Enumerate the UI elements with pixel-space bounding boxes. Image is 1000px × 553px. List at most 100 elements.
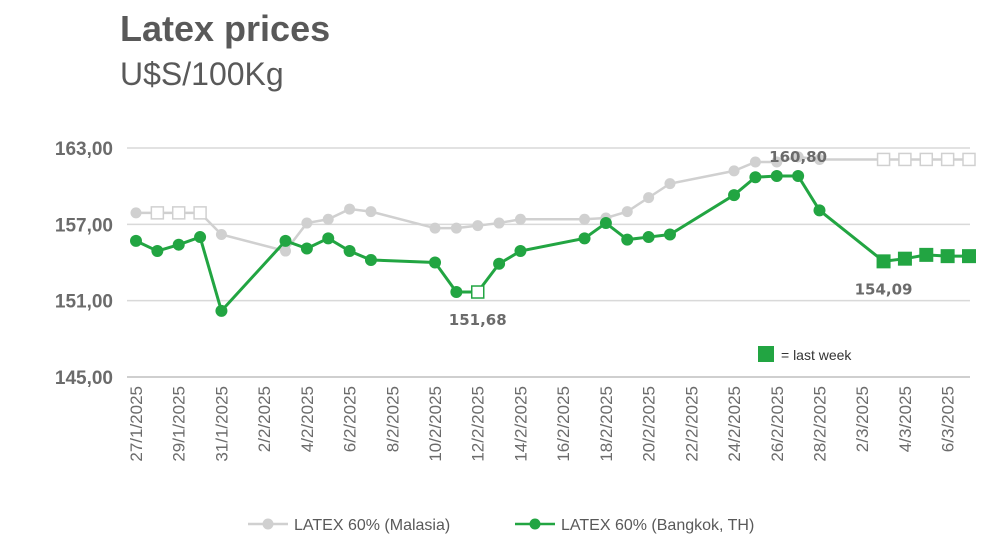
last-week-swatch: [758, 346, 774, 362]
bangkok-point: [642, 231, 655, 244]
legend-marker-bangkok: [529, 518, 541, 530]
bangkok-point: [364, 253, 377, 266]
bangkok-point: [493, 257, 506, 270]
malaysia-point: [365, 206, 377, 218]
legend: LATEX 60% (Malasia) LATEX 60% (Bangkok, T…: [248, 517, 754, 534]
x-tick-label: 2/3/2025: [853, 386, 872, 452]
y-tick-label: 151,00: [55, 292, 113, 313]
legend-marker-malaysia: [262, 518, 274, 530]
malaysia-point: [450, 222, 462, 234]
bangkok-point: [343, 245, 356, 258]
x-tick-label: 26/2/2025: [768, 386, 787, 462]
series-lines: [135, 155, 969, 314]
malaysia-point: [962, 152, 976, 167]
series-markers: [130, 151, 976, 317]
x-tick-label: 2/2/2025: [255, 386, 274, 452]
bangkok-point: [728, 189, 741, 202]
x-tick-label: 6/2/2025: [341, 386, 360, 452]
bangkok-point: [599, 217, 612, 230]
bangkok-point: [215, 304, 228, 317]
bangkok-point: [792, 169, 805, 182]
malaysia-point: [322, 213, 334, 225]
y-axis-ticks: 163,00 157,00 151,00 145,00: [55, 139, 113, 389]
x-tick-label: 14/2/2025: [511, 386, 530, 462]
x-axis-ticks: 27/1/2025 29/1/2025 31/1/2025 2/2/2025 4/2/2…: [127, 386, 958, 462]
y-tick-label: 145,00: [55, 368, 113, 389]
bangkok-point: [578, 232, 591, 245]
malaysia-point: [813, 153, 825, 165]
data-label: 154,09: [855, 280, 913, 298]
x-tick-label: 24/2/2025: [725, 386, 744, 462]
malaysia-line: [136, 155, 969, 253]
x-tick-label: 4/3/2025: [896, 386, 915, 452]
bangkok-point: [322, 232, 335, 245]
malaysia-point: [130, 207, 142, 219]
bangkok-point: [962, 249, 976, 264]
x-tick-label: 28/2/2025: [810, 386, 829, 462]
legend-label-malaysia: LATEX 60% (Malasia): [294, 517, 450, 534]
malaysia-point: [171, 206, 186, 220]
malaysia-point: [514, 213, 526, 225]
malaysia-point: [643, 192, 655, 204]
bangkok-point: [194, 231, 207, 244]
bangkok-point: [429, 256, 442, 269]
x-tick-label: 12/2/2025: [469, 386, 488, 462]
chart-subtitle: U$S/100Kg: [120, 56, 284, 92]
malaysia-point: [215, 229, 227, 241]
legend-label-bangkok: LATEX 60% (Bangkok, TH): [561, 517, 754, 534]
bangkok-point: [876, 254, 891, 269]
grid-lines: [127, 147, 970, 378]
malaysia-point: [280, 245, 292, 257]
malaysia-point: [664, 178, 676, 190]
bangkok-point: [770, 169, 783, 182]
x-tick-label: 8/2/2025: [383, 386, 402, 452]
x-tick-label: 6/3/2025: [939, 386, 958, 452]
malaysia-point: [771, 156, 783, 168]
malaysia-point: [898, 152, 912, 167]
bangkok-point: [470, 285, 485, 299]
x-tick-label: 10/2/2025: [426, 386, 445, 462]
malaysia-point: [940, 152, 955, 167]
x-tick-label: 27/1/2025: [127, 386, 146, 462]
chart-title: Latex prices: [120, 8, 331, 49]
y-tick-label: 163,00: [55, 139, 113, 160]
bangkok-point: [514, 245, 527, 258]
x-tick-label: 20/2/2025: [640, 386, 659, 462]
x-tick-label: 4/2/2025: [298, 386, 317, 452]
x-tick-label: 18/2/2025: [597, 386, 616, 462]
data-label: 151,68: [449, 311, 507, 329]
bangkok-point: [450, 286, 463, 299]
malaysia-point: [344, 203, 356, 215]
last-week-note: = last week: [758, 346, 852, 363]
malaysia-point: [301, 217, 313, 229]
bangkok-point: [919, 247, 934, 262]
y-tick-label: 157,00: [55, 215, 113, 236]
data-labels: 160,80 151,68 154,09: [449, 148, 913, 329]
bangkok-line: [135, 174, 969, 314]
malaysia-point: [876, 152, 891, 167]
x-tick-label: 29/1/2025: [170, 386, 189, 462]
malaysia-point: [919, 152, 934, 167]
malaysia-point: [728, 165, 740, 177]
malaysia-point: [621, 206, 633, 218]
malaysia-point: [749, 156, 761, 168]
bangkok-point: [897, 251, 912, 266]
bangkok-point: [749, 171, 762, 184]
malaysia-point: [150, 206, 165, 220]
x-tick-label: 22/2/2025: [682, 386, 701, 462]
bangkok-point: [300, 242, 313, 255]
bangkok-point: [279, 234, 292, 247]
malaysia-point: [579, 213, 591, 225]
malaysia-point: [792, 151, 804, 163]
bangkok-point: [813, 204, 826, 217]
malaysia-point: [472, 220, 484, 232]
bangkok-point: [663, 228, 676, 241]
malaysia-point: [493, 217, 505, 229]
bangkok-point: [621, 233, 634, 246]
bangkok-point: [172, 238, 185, 251]
bangkok-point: [130, 234, 142, 247]
malaysia-point: [429, 222, 441, 234]
malaysia-point: [193, 206, 207, 220]
data-label: 160,80: [769, 148, 827, 166]
